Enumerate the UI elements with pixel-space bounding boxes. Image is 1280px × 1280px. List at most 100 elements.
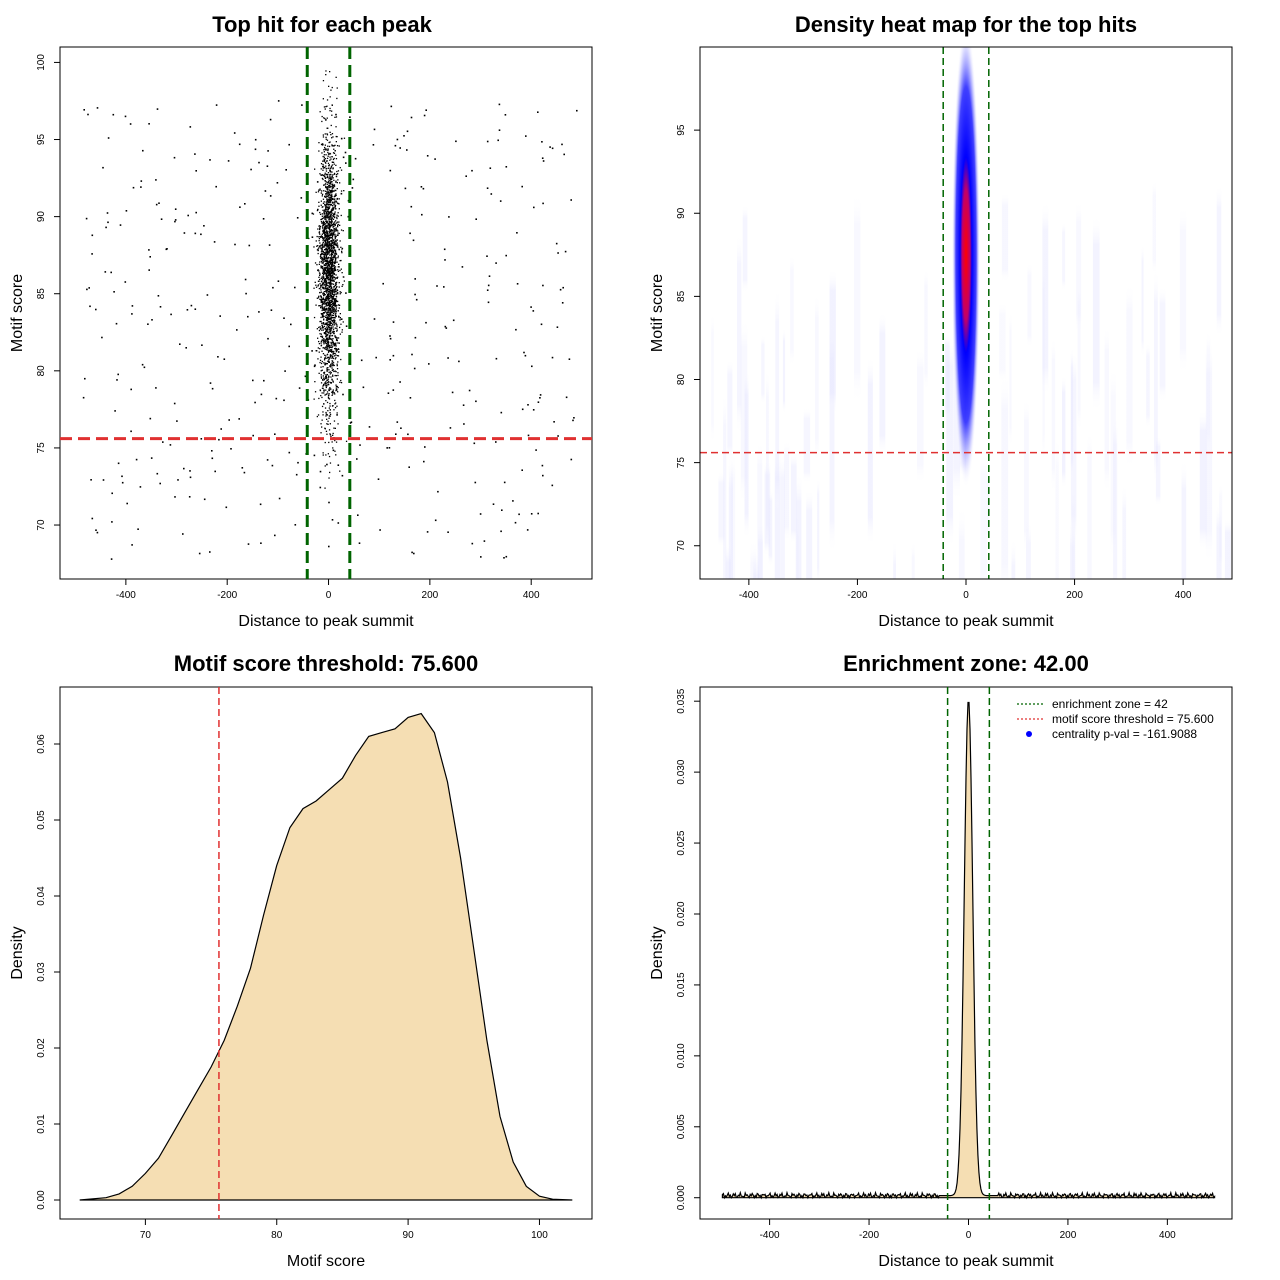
- scatter-point: [326, 249, 328, 252]
- scatter-point: [170, 313, 172, 316]
- scatter-point: [344, 151, 347, 154]
- scatter-point: [324, 245, 326, 247]
- scatter-point: [325, 454, 327, 456]
- scatter-point: [329, 211, 331, 214]
- heatmap-background-streak: [867, 355, 873, 547]
- scatter-point: [331, 266, 333, 268]
- scatter-point: [327, 331, 329, 334]
- scatter-point: [331, 164, 334, 166]
- scatter-point: [324, 279, 326, 281]
- scatter-point: [327, 176, 329, 178]
- scatter-point: [329, 177, 331, 179]
- scatter-point: [333, 243, 335, 246]
- scatter-point: [324, 281, 327, 283]
- scatter-point: [334, 252, 336, 255]
- scatter-point: [332, 289, 334, 291]
- scatter-point: [332, 310, 334, 312]
- scatter-point: [404, 187, 407, 190]
- scatter-point: [323, 306, 326, 308]
- scatter-point: [331, 369, 333, 372]
- scatter-point: [223, 358, 226, 360]
- scatter-point: [329, 321, 331, 323]
- scatter-point: [334, 347, 337, 349]
- scatter-point: [328, 207, 330, 210]
- scatter-point: [443, 286, 445, 288]
- scatter-point: [561, 302, 564, 304]
- distance-density-curve: [721, 701, 1216, 1200]
- scatter-point: [323, 379, 325, 381]
- scatter-point: [328, 331, 330, 333]
- scatter-point: [330, 89, 332, 91]
- scatter-point: [323, 253, 326, 255]
- scatter-point: [345, 440, 348, 442]
- scatter-point: [325, 181, 327, 183]
- scatter-point: [260, 393, 263, 396]
- scatter-point: [327, 264, 329, 266]
- scatter-point: [334, 244, 337, 246]
- scatter-point: [321, 258, 323, 260]
- scatter-point: [337, 292, 339, 294]
- scatter-point: [328, 407, 330, 409]
- scatter-point: [332, 198, 334, 200]
- scatter-point: [329, 312, 331, 314]
- scatter-point: [326, 268, 328, 271]
- scatter-point: [336, 145, 339, 147]
- scatter-point: [332, 190, 334, 193]
- scatter-point: [328, 356, 330, 359]
- scatter-point: [474, 481, 477, 484]
- scatter-point: [317, 269, 319, 272]
- scatter-point: [328, 201, 330, 203]
- scatter-point: [325, 203, 328, 205]
- scatter-point: [245, 292, 247, 295]
- scatter-point: [321, 313, 323, 316]
- scatter-point: [333, 304, 335, 306]
- scatter-point: [436, 285, 438, 287]
- scatter-point: [331, 269, 333, 271]
- scatter-point: [294, 524, 297, 526]
- scatter-point: [331, 221, 333, 223]
- scatter-point: [527, 404, 529, 406]
- scatter-point: [334, 300, 336, 302]
- score-density-y-label: Density: [9, 926, 26, 979]
- scatter-point: [358, 542, 361, 544]
- scatter-point: [328, 306, 331, 308]
- scatter-point: [332, 319, 334, 322]
- scatter-point: [321, 286, 324, 288]
- scatter-point: [211, 457, 214, 460]
- scatter-point: [414, 278, 416, 280]
- scatter-point: [321, 350, 323, 352]
- scatter-point: [341, 474, 344, 477]
- heatmap-background-streak: [1011, 537, 1016, 579]
- distance-density-y-tick-label: 0.005: [676, 1114, 687, 1139]
- scatter-point: [333, 303, 335, 305]
- scatter-point: [333, 228, 335, 230]
- scatter-point: [320, 236, 322, 238]
- scatter-point: [301, 104, 303, 106]
- heatmap-background-streak: [829, 268, 836, 415]
- scatter-point: [428, 363, 430, 365]
- scatter-point: [324, 308, 326, 310]
- scatter-point: [248, 244, 251, 247]
- scatter-point: [521, 469, 523, 471]
- scatter-point: [331, 344, 333, 346]
- heatmap-background-streak: [740, 319, 748, 505]
- heatmap-y-tick-label: 90: [676, 207, 687, 219]
- scatter-point: [331, 240, 333, 242]
- scatter-point: [322, 160, 324, 162]
- scatter-title: Top hit for each peak: [212, 12, 432, 37]
- scatter-point: [331, 137, 333, 139]
- scatter-point: [338, 221, 340, 223]
- scatter-point: [326, 220, 328, 222]
- scatter-point: [325, 165, 327, 167]
- scatter-point: [388, 447, 391, 449]
- scatter-point: [336, 325, 338, 327]
- scatter-point: [329, 423, 331, 425]
- scatter-point: [335, 315, 337, 318]
- scatter-point: [399, 381, 401, 383]
- scatter-point: [329, 373, 331, 375]
- distance-density-x-tick-label: -400: [760, 1230, 780, 1241]
- scatter-point: [329, 156, 331, 158]
- scatter-point: [334, 310, 336, 312]
